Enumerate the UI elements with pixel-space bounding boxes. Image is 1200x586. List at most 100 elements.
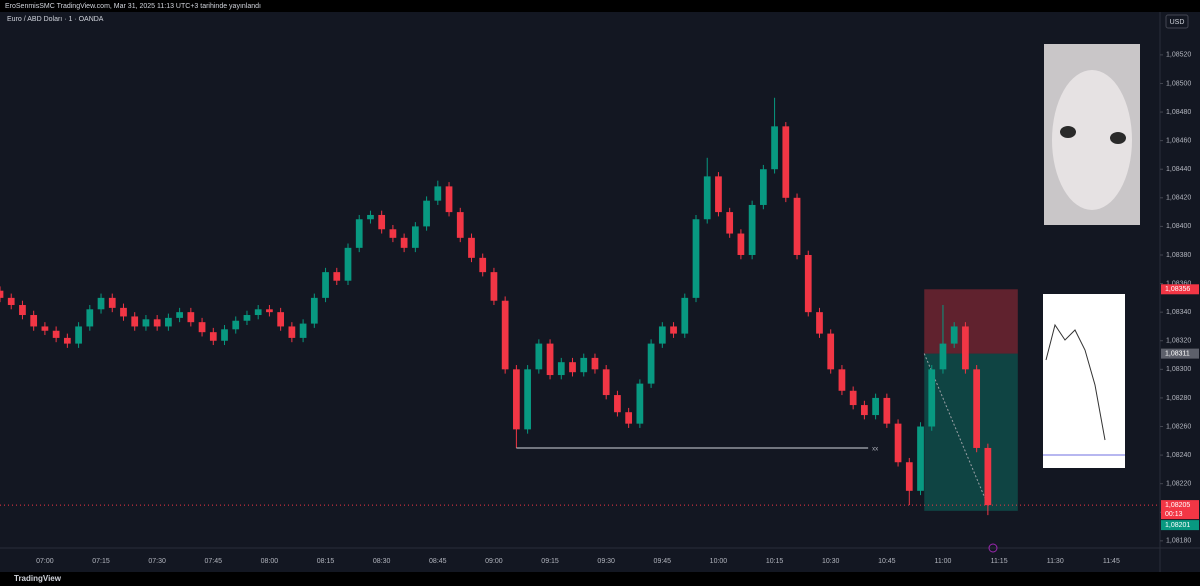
x-tick-label: 08:45 [429,558,447,565]
candle-body [468,237,475,258]
candle-body [580,357,588,373]
candle-body [838,369,846,391]
candle-body [456,212,464,238]
candle-body [0,290,4,298]
candle-body [288,326,296,338]
y-tick-label: 1,08220 [1166,481,1191,488]
candle-body [692,219,700,298]
y-tick-label: 1,08380 [1166,252,1191,259]
candle-body [209,332,217,341]
symbol-title: Euro / ABD Doları · 1 · OANDA [7,16,104,23]
last-price-badge-bg [1161,500,1199,520]
candle-body [681,297,689,334]
last-price-badge: 1,08205 [1165,502,1190,509]
candle-body [602,369,610,396]
y-tick-label: 1,08360 [1166,280,1191,287]
candle-body [625,412,633,424]
candle-body [614,395,621,413]
candle-body [41,326,49,331]
x-tick-label: 09:15 [541,558,559,565]
x-tick-label: 10:00 [710,558,728,565]
candle-body [703,176,711,220]
y-tick-label: 1,08280 [1166,395,1191,402]
x-tick-label: 08:00 [261,558,279,565]
target-zone [924,353,1018,511]
y-tick-label: 1,08460 [1166,137,1191,144]
candle-body [816,312,823,334]
candle-body [950,326,958,344]
x-tick-label: 11:45 [1103,558,1120,565]
candle-body [411,226,419,248]
candle-body [355,219,363,248]
y-tick-label: 1,08480 [1166,109,1191,116]
candle-body [479,257,487,273]
y-tick-label: 1,08500 [1166,80,1191,87]
cat-eye [1110,132,1126,144]
y-tick-label: 1,08520 [1166,52,1191,59]
x-tick-label: 08:30 [373,558,391,565]
level-label: xx [872,447,878,453]
x-tick-label: 07:15 [92,558,110,565]
candle-body [63,337,71,344]
candle-body [569,362,576,373]
x-tick-label: 07:00 [36,558,54,565]
candle-body [490,272,498,301]
candle-body [636,383,644,424]
candle-body [378,214,386,230]
candle-body [243,315,251,321]
candle-body [344,247,352,281]
stop-zone [924,289,1018,354]
top-bar [0,0,1200,12]
footer-bar [0,572,1200,586]
x-tick-label: 09:45 [654,558,672,565]
stop-badge: 1,08356 [1165,286,1190,293]
candle-body [310,297,318,324]
candle-body [894,423,902,463]
candle-body [86,309,94,327]
candle-body [524,369,531,430]
candle-body [658,326,666,344]
candle-body [266,309,273,313]
candle-body [198,322,206,333]
y-tick-label: 1,08320 [1166,338,1191,345]
entry-badge: 1,08311 [1165,350,1190,357]
candle-body [52,330,60,338]
candle-body [277,312,285,327]
candle-body [782,126,790,198]
candle-body [883,397,891,424]
candle-body [221,329,228,341]
y-tick-label: 1,08260 [1166,423,1191,430]
candle-body [299,323,307,338]
cat-face [1052,70,1132,210]
candle-body [647,343,655,384]
x-tick-label: 07:30 [148,558,166,565]
candle-body [962,326,969,370]
candle-body [131,316,139,327]
candle-body [19,305,26,316]
candle-body [591,357,599,370]
y-tick-label: 1,08180 [1166,538,1191,545]
candle-body [535,343,543,370]
candle-body [97,297,105,310]
cat-eye [1060,126,1076,138]
candle-body [445,186,453,213]
x-tick-label: 09:30 [597,558,615,565]
candle-body [30,315,38,327]
candle-body [849,390,857,406]
candle-body [513,369,520,430]
candle-body [973,369,981,448]
y-tick-label: 1,08240 [1166,452,1191,459]
y-tick-label: 1,08440 [1166,166,1191,173]
candle-body [108,297,116,308]
position-path [923,353,989,506]
candle-body [232,320,240,330]
candle-body [333,272,341,281]
candle-body [670,326,677,334]
candle-body [120,307,127,317]
candle-body [546,343,554,376]
candle-body [176,312,183,318]
x-tick-label: 11:15 [991,558,1008,565]
candle-body [928,369,936,427]
candle-body [434,186,442,201]
